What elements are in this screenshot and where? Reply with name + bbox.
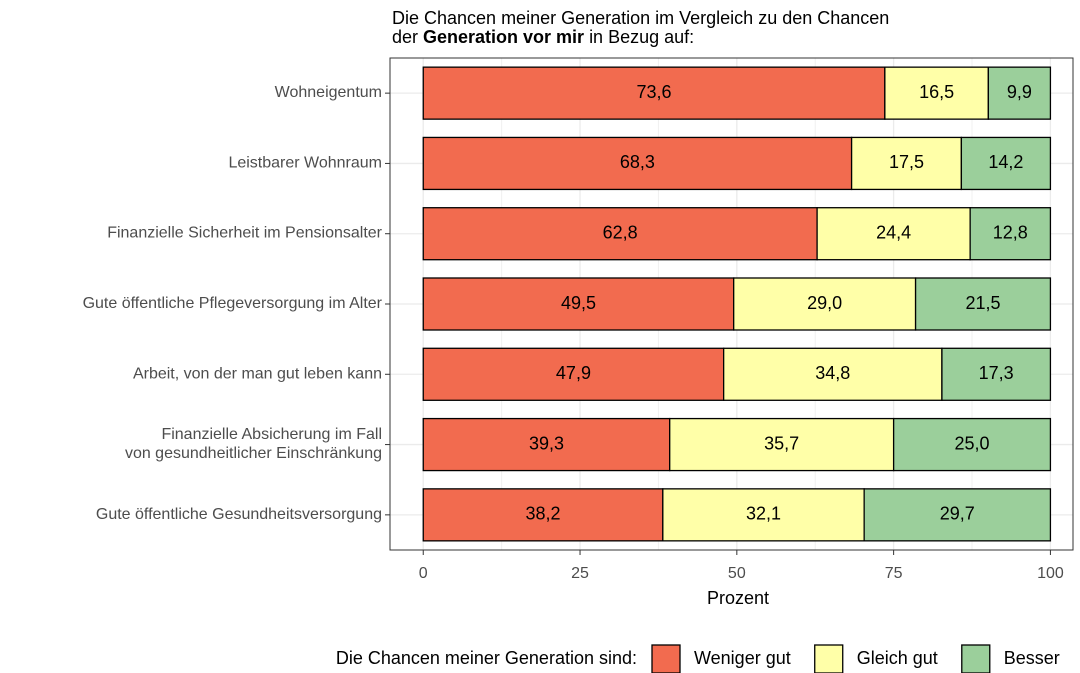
legend-label: Weniger gut bbox=[694, 648, 791, 668]
bar-segment bbox=[850, 136, 963, 191]
y-tick-label: Gute öffentliche Gesundheitsversorgung bbox=[96, 506, 382, 523]
bar-segment bbox=[422, 417, 671, 472]
x-tick-label: 100 bbox=[1037, 565, 1064, 582]
value-label: 17,3 bbox=[979, 363, 1014, 383]
value-label: 38,2 bbox=[526, 504, 561, 524]
bar-segment bbox=[816, 207, 971, 261]
bar-segment bbox=[884, 66, 989, 120]
y-tick-label: Leistbarer Wohnraum bbox=[228, 155, 382, 172]
bar-segment bbox=[422, 207, 818, 261]
value-label: 9,9 bbox=[1007, 82, 1032, 102]
bar-segment bbox=[987, 66, 1052, 120]
value-label: 12,8 bbox=[993, 222, 1028, 242]
y-tick-label: Finanzielle Absicherung im Fall von gesun… bbox=[125, 426, 382, 462]
bar-segment bbox=[662, 488, 865, 542]
legend-label: Gleich gut bbox=[857, 648, 938, 668]
title-bold: Generation vor mir bbox=[423, 27, 584, 47]
bar-segment bbox=[941, 347, 1052, 401]
value-label: 49,5 bbox=[561, 293, 596, 313]
bar-segment bbox=[422, 136, 853, 191]
bar-segment bbox=[914, 277, 1052, 331]
x-axis-title: Prozent bbox=[707, 588, 769, 608]
x-tick-label: 25 bbox=[571, 565, 589, 582]
y-tick-label: Arbeit, von der man gut leben kann bbox=[133, 366, 382, 383]
value-label: 68,3 bbox=[620, 152, 655, 172]
bar-segment bbox=[422, 66, 886, 120]
bar-segment bbox=[960, 136, 1052, 191]
value-label: 62,8 bbox=[603, 222, 638, 242]
value-label: 35,7 bbox=[764, 433, 799, 453]
y-tick-label: Gute öffentliche Pflegeversorgung im Alt… bbox=[83, 295, 383, 312]
x-tick-label: 50 bbox=[728, 565, 746, 582]
value-label: 47,9 bbox=[556, 363, 591, 383]
bar-segment bbox=[733, 277, 917, 331]
legend-title: Die Chancen meiner Generation sind: bbox=[336, 648, 637, 668]
value-label: 39,3 bbox=[529, 433, 564, 453]
x-tick-label: 75 bbox=[885, 565, 903, 582]
value-label: 24,4 bbox=[876, 222, 911, 242]
value-label: 73,6 bbox=[637, 82, 672, 102]
value-label: 34,8 bbox=[815, 363, 850, 383]
bar-segment bbox=[422, 277, 735, 331]
bar-segment bbox=[669, 417, 895, 472]
value-label: 14,2 bbox=[988, 152, 1023, 172]
x-tick-label: 0 bbox=[419, 565, 428, 582]
legend-swatch bbox=[651, 644, 681, 673]
value-label: 29,7 bbox=[940, 504, 975, 524]
y-tick-label: Finanzielle Sicherheit im Pensionsalter bbox=[107, 225, 382, 242]
bar-segment bbox=[969, 207, 1052, 261]
value-label: 29,0 bbox=[807, 293, 842, 313]
value-label: 21,5 bbox=[965, 293, 1000, 313]
panel-border bbox=[389, 57, 1074, 551]
bar-segment bbox=[863, 488, 1052, 542]
legend-label: Besser bbox=[1004, 648, 1060, 668]
legend-swatch bbox=[961, 644, 991, 673]
title-part: in Bezug auf: bbox=[589, 27, 694, 47]
bar-segment bbox=[892, 417, 1052, 472]
title-part: der bbox=[392, 27, 418, 47]
chart-title-line2: der Generation vor mir in Bezug auf: bbox=[392, 27, 694, 47]
chart-title-line1: Die Chancen meiner Generation im Verglei… bbox=[392, 8, 889, 28]
value-label: 32,1 bbox=[746, 504, 781, 524]
legend-swatch bbox=[814, 644, 844, 673]
value-label: 25,0 bbox=[955, 433, 990, 453]
value-label: 17,5 bbox=[889, 152, 924, 172]
bar-segment bbox=[723, 347, 943, 401]
y-tick-label: Wohneigentum bbox=[275, 84, 382, 101]
value-label: 16,5 bbox=[919, 82, 954, 102]
